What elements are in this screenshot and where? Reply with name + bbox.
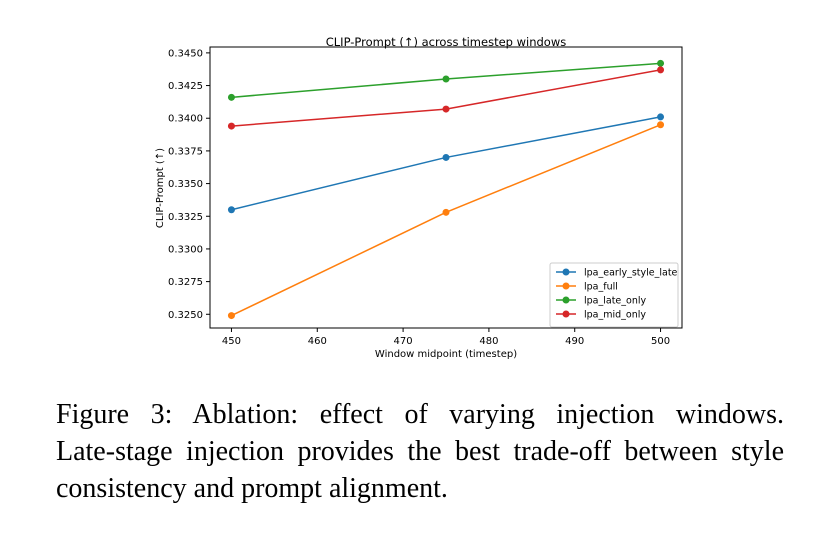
data-point [657,113,665,121]
legend-marker [562,296,570,304]
legend-item: lpa_full [556,282,618,293]
legend-box [549,262,679,328]
x-tick-label: 470 [394,336,413,347]
y-tick-label: 0.3425 [168,81,203,92]
y-axis-label: CLIP-Prompt (↑) [155,148,166,228]
y-axis: 0.3250 0.3275 0.3300 0.3325 0.3350 0.3375 0.34… [168,48,210,321]
series-lpa_early_style_late [227,113,665,214]
x-tick-label: 460 [308,336,327,347]
legend-item: lpa_early_style_late [556,268,678,279]
y-tick-label: 0.3350 [168,179,203,190]
x-tick-label: 490 [565,336,584,347]
caption-line-3: consistency and prompt alignment. [56,473,448,504]
legend-item: lpa_mid_only [556,310,646,321]
legend-label: lpa_early_style_late [584,268,678,279]
legend-marker [562,282,570,290]
data-point [442,153,450,161]
legend-item: lpa_late_only [556,296,646,307]
x-tick-label: 500 [651,336,670,347]
legend-marker [562,268,570,276]
data-point [657,66,665,74]
legend-label: lpa_late_only [584,296,646,307]
plot-area [209,46,683,329]
data-point [227,206,235,214]
y-tick-label: 0.3450 [168,48,203,59]
y-tick-label: 0.3250 [168,310,203,321]
line-chart: CLIP-Prompt (↑) across timestep windows … [155,35,683,360]
data-point [442,75,450,83]
series-layer [227,59,665,320]
data-point [657,121,665,129]
y-tick-label: 0.3275 [168,277,203,288]
x-axis-label: Window midpoint (timestep) [375,349,517,360]
data-point [442,105,450,113]
y-tick-label: 0.3375 [168,146,203,157]
data-point [227,312,235,320]
caption-line-1: Figure 3: Ablation: effect of varying in… [56,399,784,430]
y-tick-label: 0.3400 [168,114,203,125]
x-tick-label: 480 [479,336,498,347]
legend-label: lpa_full [584,282,618,293]
figure-caption: Figure 3: Ablation: effect of varying in… [56,396,784,507]
x-tick-label: 450 [222,336,241,347]
series-lpa_late_only [227,59,665,101]
data-point [227,122,235,130]
y-tick-label: 0.3325 [168,212,203,223]
series-lpa_mid_only [227,66,665,130]
data-point [227,93,235,101]
y-tick-label: 0.3300 [168,244,203,255]
legend: lpa_early_style_late lpa_full lpa_late_onl… [549,262,679,328]
caption-line-2: Late-stage injection provides the best t… [56,436,784,467]
series-lpa_full [227,121,665,320]
legend-marker [562,310,570,318]
series-line [231,116,661,211]
data-point [442,208,450,216]
chart-title: CLIP-Prompt (↑) across timestep windows [326,35,567,49]
x-axis: 450 460 470 480 490 500 [222,328,670,347]
data-point [657,59,665,67]
legend-label: lpa_mid_only [584,310,646,321]
